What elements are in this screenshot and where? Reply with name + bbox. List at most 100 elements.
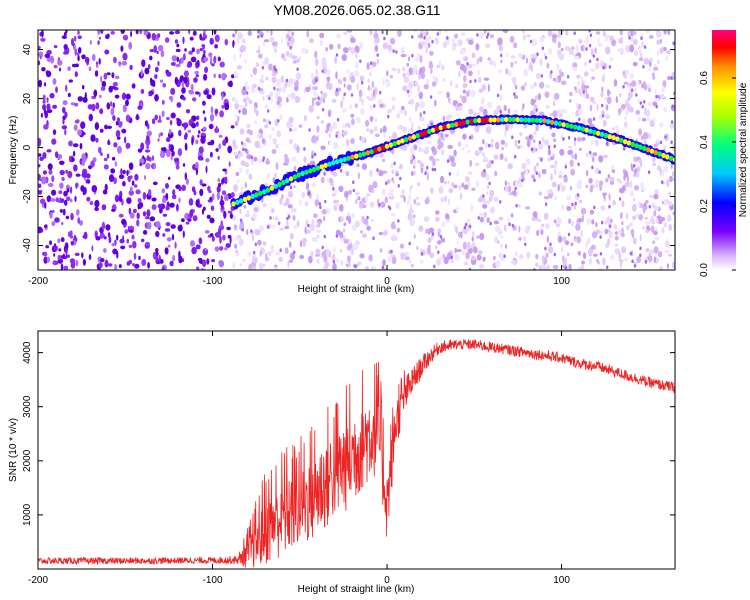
noise-speckle: [301, 48, 307, 54]
noise-speckle: [551, 132, 556, 138]
noise-speckle: [513, 42, 518, 49]
noise-speckle: [321, 251, 326, 258]
noise-speckle: [648, 57, 654, 63]
noise-speckle: [151, 204, 157, 211]
noise-speckle: [39, 55, 42, 60]
noise-speckle: [523, 124, 528, 129]
noise-speckle: [585, 241, 589, 248]
noise-speckle: [477, 216, 480, 220]
noise-speckle: [485, 43, 491, 49]
noise-speckle: [94, 206, 99, 212]
noise-speckle: [660, 93, 665, 99]
noise-speckle: [157, 203, 163, 209]
noise-speckle: [154, 94, 159, 102]
noise-speckle: [38, 164, 41, 168]
noise-speckle: [363, 218, 369, 225]
noise-speckle: [357, 172, 360, 180]
noise-speckle: [457, 39, 463, 47]
noise-speckle: [572, 62, 578, 69]
noise-speckle: [278, 221, 281, 226]
noise-speckle: [81, 172, 87, 178]
noise-speckle: [122, 180, 126, 187]
noise-speckle: [451, 38, 455, 44]
noise-speckle: [549, 113, 554, 117]
noise-speckle: [210, 151, 213, 158]
noise-speckle: [39, 176, 46, 180]
noise-speckle: [489, 207, 494, 214]
noise-speckle: [314, 236, 318, 243]
noise-speckle: [190, 83, 194, 91]
noise-speckle: [467, 63, 473, 69]
noise-speckle: [391, 169, 394, 174]
noise-speckle: [362, 233, 367, 238]
noise-speckle: [274, 216, 279, 221]
noise-speckle: [539, 58, 543, 66]
noise-speckle: [324, 199, 327, 204]
noise-speckle: [174, 76, 178, 85]
noise-speckle: [537, 93, 542, 101]
noise-speckle: [347, 255, 351, 263]
noise-speckle: [133, 208, 137, 214]
noise-speckle: [505, 67, 508, 75]
noise-speckle: [95, 61, 99, 66]
noise-speckle: [266, 94, 272, 98]
noise-speckle: [654, 236, 659, 241]
noise-speckle: [535, 108, 538, 112]
noise-speckle: [147, 221, 152, 230]
noise-speckle: [129, 229, 134, 233]
noise-speckle: [503, 106, 507, 112]
noise-speckle: [671, 104, 674, 109]
noise-speckle: [103, 164, 109, 170]
noise-speckle: [67, 170, 73, 179]
noise-speckle: [368, 63, 373, 69]
noise-speckle: [545, 84, 551, 89]
noise-speckle: [559, 148, 565, 156]
ridge-core: [254, 192, 259, 198]
noise-speckle: [373, 125, 378, 132]
noise-speckle: [507, 108, 511, 114]
noise-speckle: [672, 211, 675, 216]
noise-speckle: [332, 253, 336, 260]
noise-speckle: [410, 147, 415, 154]
noise-speckle: [564, 108, 568, 113]
ridge-core: [300, 170, 305, 177]
noise-speckle: [476, 254, 482, 261]
noise-speckle: [170, 112, 176, 119]
noise-speckle: [442, 254, 446, 259]
noise-speckle: [125, 142, 131, 149]
ridge-core: [565, 122, 570, 129]
noise-speckle: [153, 45, 157, 53]
noise-speckle: [205, 165, 208, 174]
noise-speckle: [221, 190, 227, 196]
noise-speckle: [485, 142, 488, 148]
noise-speckle: [126, 197, 132, 205]
noise-speckle: [346, 245, 352, 251]
noise-speckle: [526, 251, 531, 259]
noise-speckle: [564, 165, 567, 169]
noise-speckle: [121, 92, 127, 100]
noise-speckle: [575, 238, 577, 243]
noise-speckle: [439, 59, 442, 68]
noise-speckle: [313, 90, 318, 97]
noise-speckle: [137, 148, 143, 153]
noise-speckle: [476, 235, 480, 239]
noise-speckle: [228, 161, 231, 167]
noise-speckle: [573, 137, 577, 141]
noise-speckle: [203, 73, 208, 81]
noise-speckle: [386, 70, 389, 77]
noise-speckle: [497, 240, 500, 244]
ridge-core: [500, 117, 505, 123]
noise-speckle: [577, 162, 580, 167]
noise-speckle: [190, 240, 195, 247]
noise-speckle: [316, 135, 319, 142]
noise-speckle: [323, 234, 326, 239]
noise-speckle: [251, 84, 254, 90]
noise-speckle: [439, 234, 443, 239]
noise-speckle: [140, 69, 143, 77]
noise-speckle: [129, 212, 135, 219]
noise-speckle: [346, 84, 352, 91]
noise-speckle: [236, 178, 239, 184]
noise-speckle: [181, 218, 185, 223]
noise-speckle: [148, 92, 152, 97]
noise-speckle: [628, 91, 633, 99]
